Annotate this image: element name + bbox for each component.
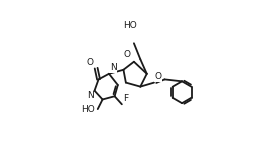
Text: N: N xyxy=(110,64,117,72)
Text: HO: HO xyxy=(123,21,137,30)
Text: O: O xyxy=(154,72,162,81)
Text: O: O xyxy=(87,58,94,67)
Text: HO: HO xyxy=(81,105,95,114)
Text: F: F xyxy=(124,94,128,103)
Text: N: N xyxy=(87,91,94,100)
Text: O: O xyxy=(124,50,131,59)
